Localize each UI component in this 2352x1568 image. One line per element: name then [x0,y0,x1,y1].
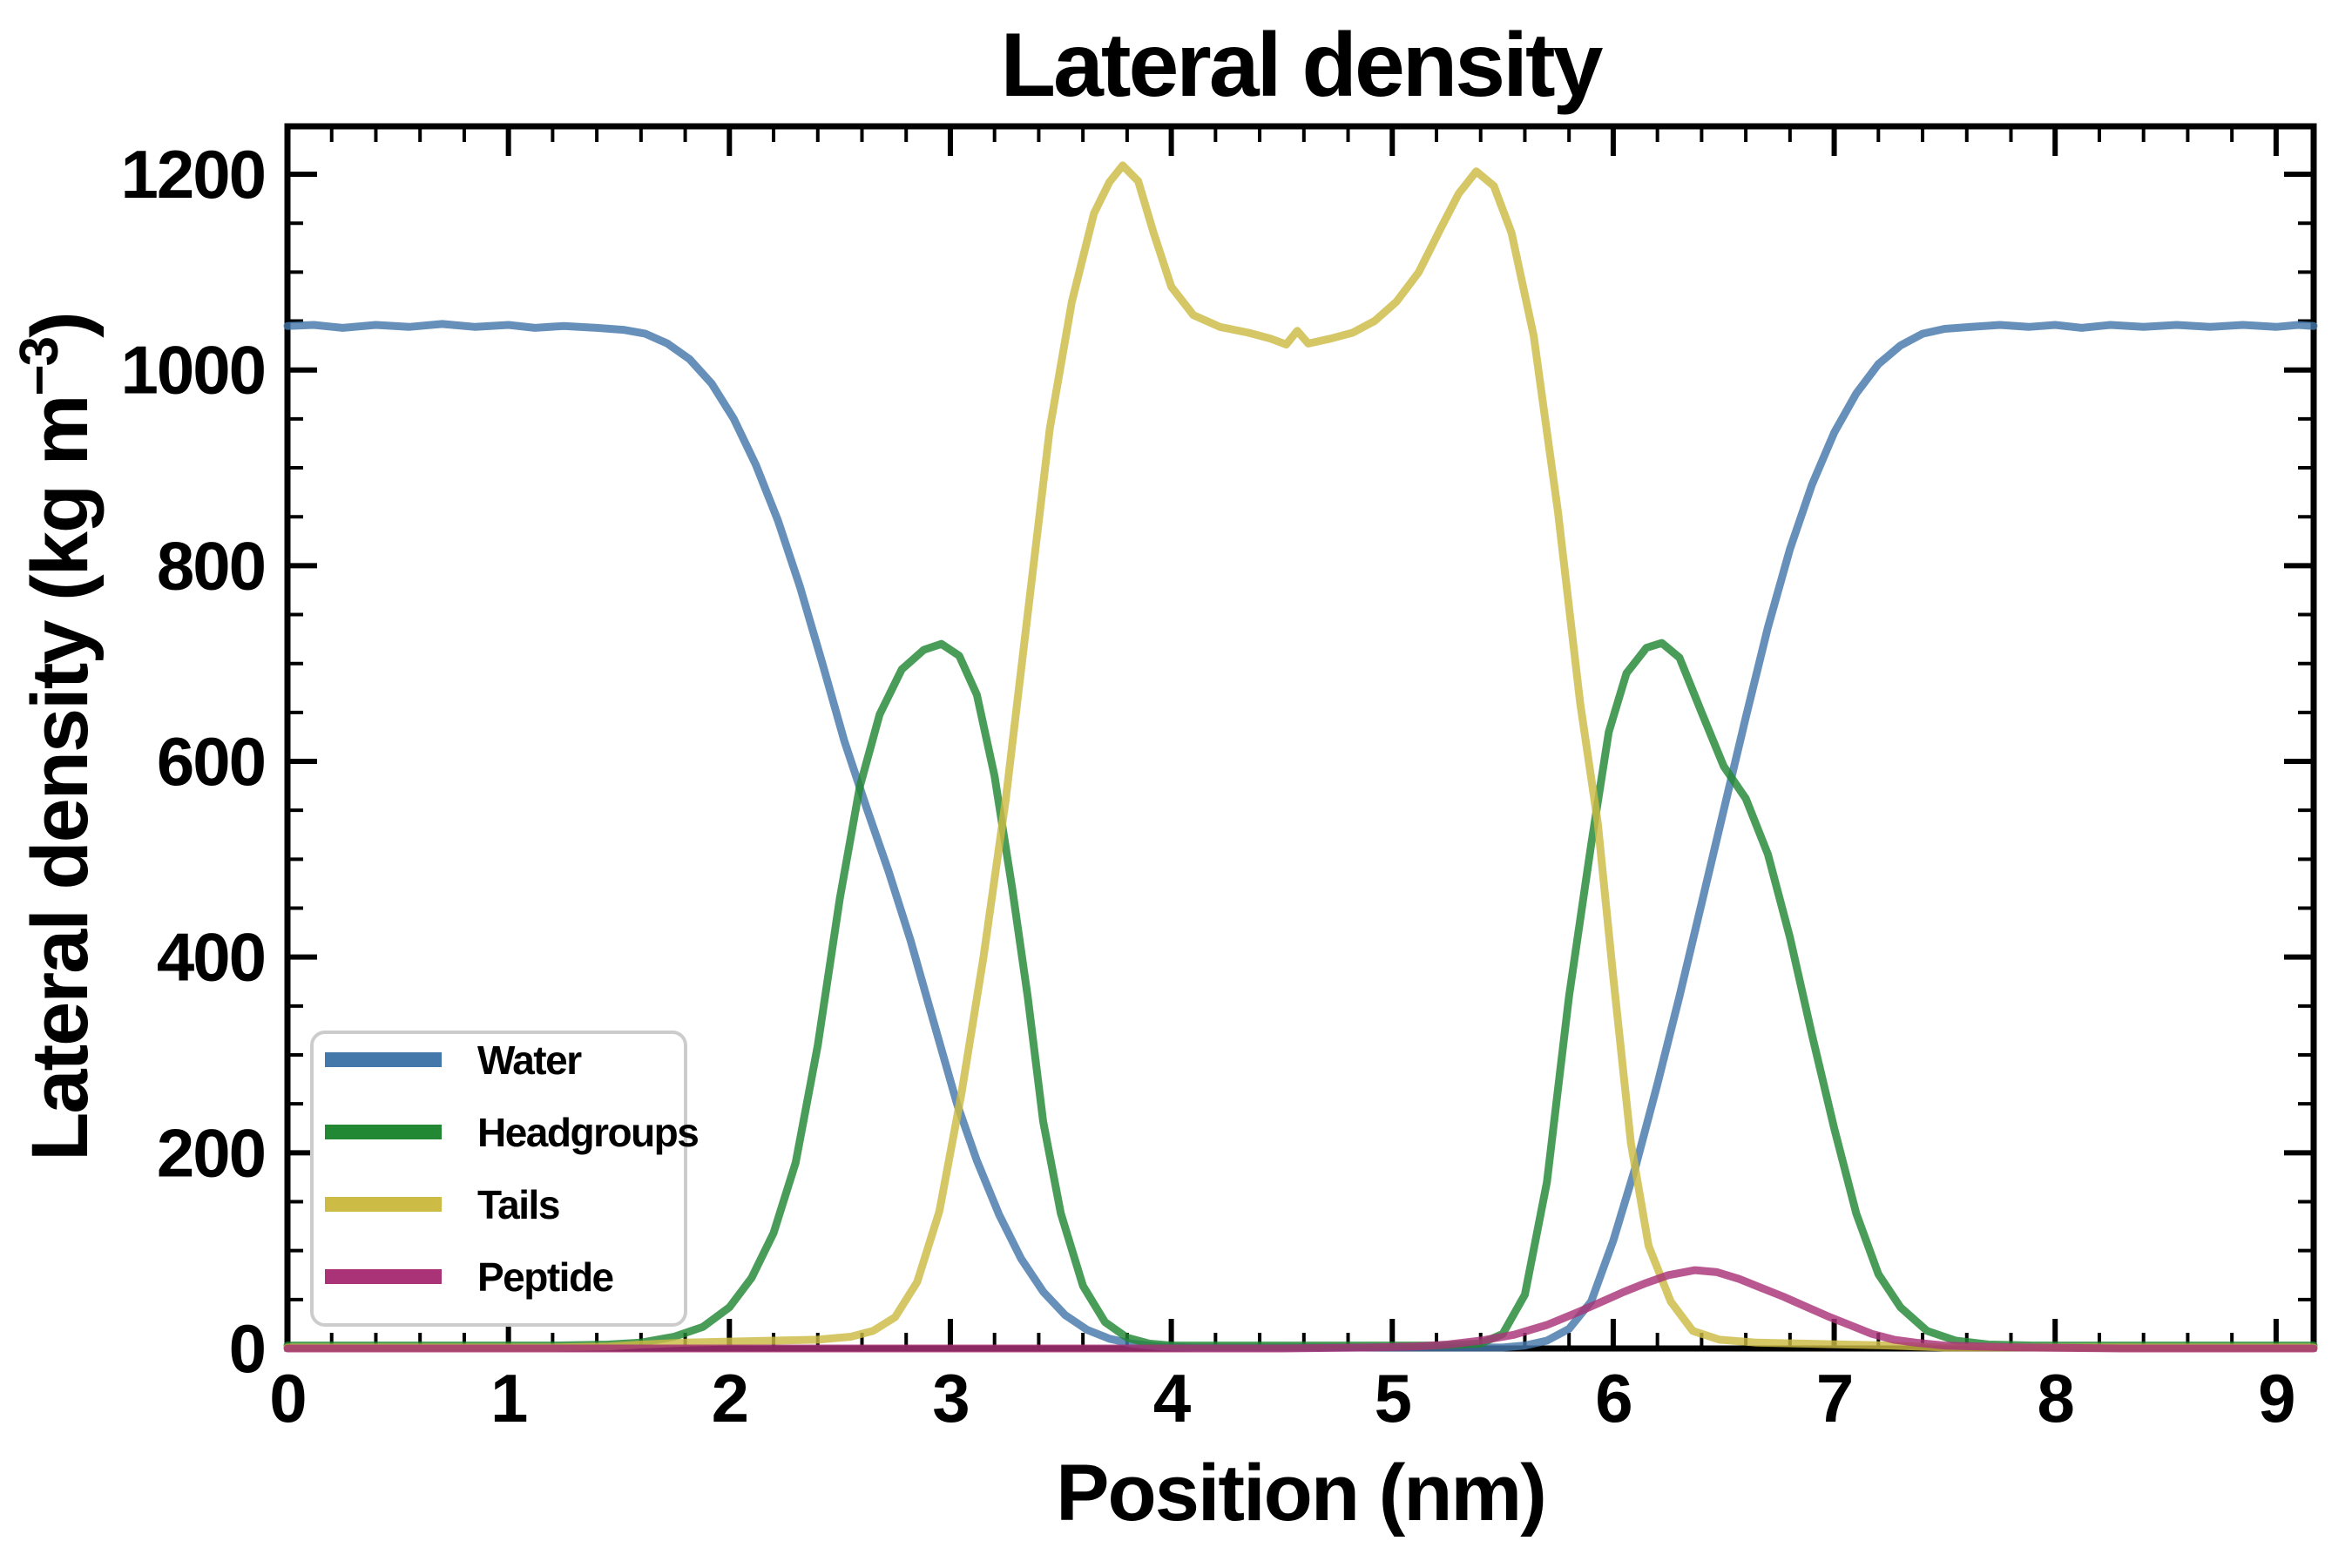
series-line-peptide [283,1266,2318,1353]
legend-label-water: Water [477,1037,582,1083]
legend-label-peptide: Peptide [477,1254,614,1300]
x-tick-label: 8 [2038,1360,2073,1436]
x-tick-label: 4 [1153,1360,1191,1436]
legend-swatch-tails [325,1197,442,1212]
legend-swatch-water [325,1052,442,1067]
y-axis-label: Lateral density (kg m−3) [10,313,105,1161]
y-tick-label: 1000 [120,332,265,409]
x-tick-label: 3 [932,1360,968,1436]
y-tick-label: 400 [157,919,265,996]
x-tick-label: 9 [2258,1360,2294,1436]
y-tick-label: 200 [157,1114,265,1191]
legend-swatch-peptide [325,1269,442,1284]
data-curves [283,161,2318,1353]
x-tick-label: 2 [712,1360,747,1436]
chart-title: Lateral density [1000,15,1603,116]
x-tick-label: 7 [1816,1360,1852,1436]
axis-ticks: 0 1 2 3 4 5 6 7 8 9 0 200 400 600 800 1000 1200 [120,126,2314,1436]
x-tick-label: 6 [1595,1360,1631,1436]
legend-swatch-headgroups [325,1125,442,1139]
x-tick-label: 1 [490,1360,527,1436]
y-tick-label: 0 [229,1310,265,1387]
legend-label-tails: Tails [477,1182,559,1227]
y-tick-label: 800 [157,527,265,604]
x-tick-label: 0 [269,1360,305,1436]
x-axis-label: Position (nm) [1056,1449,1545,1538]
x-tick-label: 5 [1375,1360,1411,1436]
y-tick-label: 1200 [120,136,265,213]
legend-box [310,1031,687,1327]
y-tick-label: 600 [157,723,265,800]
legend-label-headgroups: Headgroups [477,1110,698,1155]
series-line-tails [283,161,2318,1352]
legend: Water Headgroups Tails Peptide [310,1031,700,1327]
